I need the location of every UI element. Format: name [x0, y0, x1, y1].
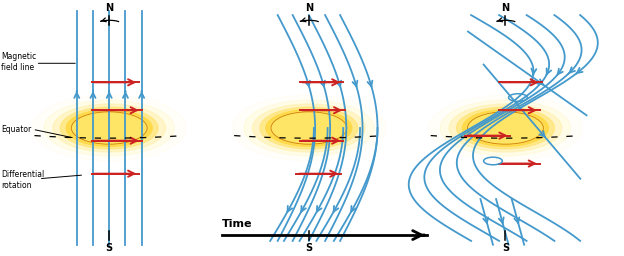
Text: S: S [502, 243, 509, 253]
Ellipse shape [232, 95, 386, 161]
Ellipse shape [253, 104, 365, 152]
Ellipse shape [53, 104, 165, 152]
Ellipse shape [467, 112, 544, 144]
Ellipse shape [449, 104, 562, 152]
Ellipse shape [61, 107, 158, 149]
Ellipse shape [271, 112, 347, 144]
Text: S: S [305, 243, 313, 253]
Text: Differential
rotation: Differential rotation [1, 170, 44, 190]
Ellipse shape [71, 112, 147, 144]
Ellipse shape [462, 110, 548, 146]
Text: Equator: Equator [1, 125, 31, 134]
Ellipse shape [441, 100, 570, 156]
Ellipse shape [71, 112, 148, 144]
Ellipse shape [457, 107, 554, 149]
Text: N: N [501, 3, 510, 13]
Ellipse shape [44, 100, 175, 156]
Ellipse shape [66, 110, 152, 146]
Text: S: S [105, 243, 113, 253]
Text: Time: Time [222, 219, 252, 229]
Ellipse shape [270, 112, 348, 144]
Text: Magnetic
field line: Magnetic field line [1, 52, 36, 72]
Text: N: N [305, 3, 313, 13]
Text: N: N [105, 3, 114, 13]
Ellipse shape [428, 95, 583, 161]
Ellipse shape [243, 100, 374, 156]
Ellipse shape [266, 110, 352, 146]
Ellipse shape [32, 95, 186, 161]
Ellipse shape [467, 112, 544, 144]
Ellipse shape [260, 107, 358, 149]
